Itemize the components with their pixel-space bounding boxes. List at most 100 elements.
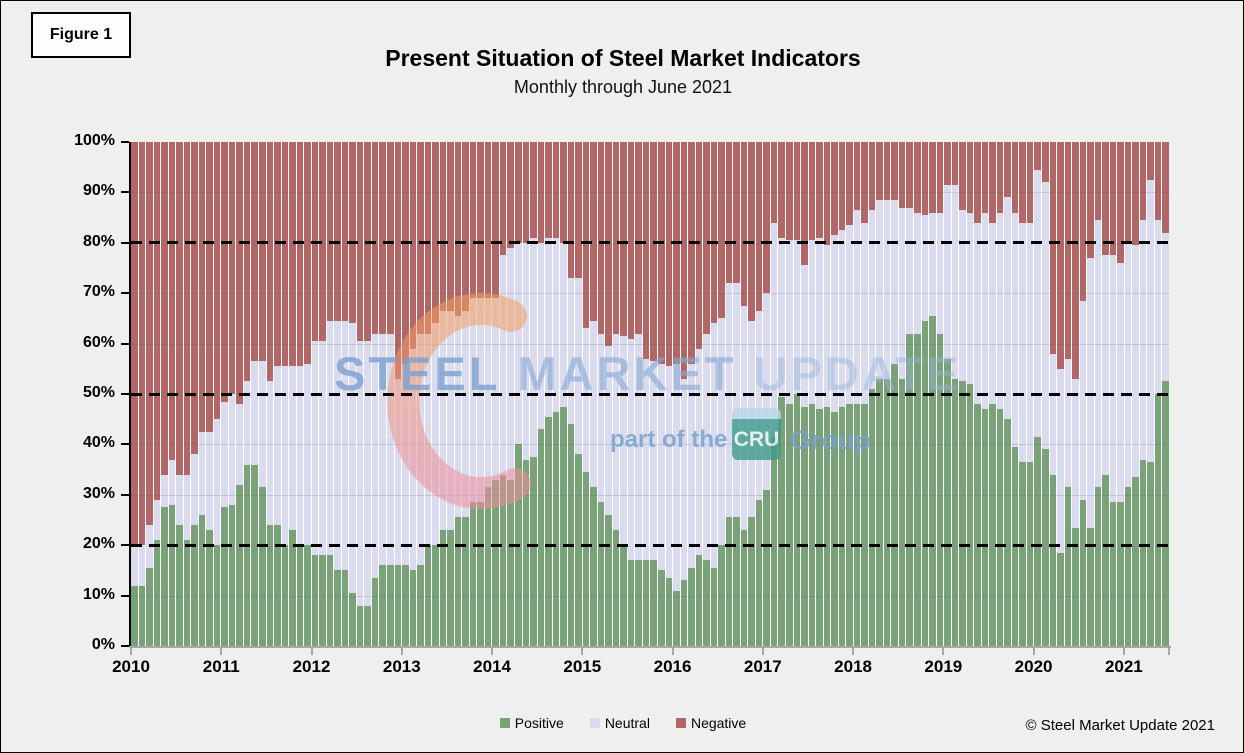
- segment-positive: [974, 404, 981, 646]
- segment-positive: [740, 530, 748, 646]
- segment-negative: [492, 142, 499, 299]
- segment-positive: [898, 378, 906, 646]
- segment-positive: [838, 406, 846, 646]
- segment-neutral: [891, 199, 898, 364]
- segment-neutral: [243, 381, 251, 465]
- segment-negative: [507, 142, 514, 248]
- month-bar: [1004, 142, 1011, 646]
- legend-item-positive: Positive: [499, 715, 564, 731]
- segment-neutral: [1004, 197, 1011, 420]
- segment-positive: [356, 605, 364, 646]
- month-bar: [304, 142, 311, 646]
- segment-positive: [718, 545, 725, 646]
- segment-positive: [635, 560, 642, 646]
- segment-neutral: [1102, 255, 1109, 475]
- segment-neutral: [590, 320, 597, 488]
- segment-positive: [755, 499, 763, 646]
- segment-negative: [469, 142, 477, 299]
- segment-negative: [680, 142, 688, 379]
- segment-negative: [936, 142, 944, 213]
- segment-positive: [530, 456, 537, 646]
- month-bar: [289, 142, 296, 646]
- segment-positive: [914, 333, 921, 646]
- segment-negative: [477, 142, 484, 299]
- segment-positive: [582, 472, 590, 646]
- x-tick: [491, 648, 494, 655]
- month-bar: [921, 142, 929, 646]
- month-bar: [274, 142, 281, 646]
- segment-neutral: [658, 363, 665, 571]
- segment-negative: [620, 142, 627, 337]
- month-bar: [228, 142, 236, 646]
- legend-swatch-negative: [675, 718, 686, 728]
- segment-negative: [725, 142, 733, 284]
- segment-positive: [936, 333, 944, 646]
- segment-neutral: [364, 341, 371, 606]
- y-tick: [121, 191, 129, 194]
- gridline-90: [131, 192, 1169, 194]
- month-bar: [597, 142, 605, 646]
- segment-neutral: [1042, 182, 1049, 450]
- x-tick: [581, 648, 584, 655]
- segment-neutral: [808, 240, 816, 405]
- segment-negative: [176, 142, 183, 475]
- segment-positive: [138, 585, 146, 646]
- segment-positive: [575, 454, 582, 646]
- segment-positive: [1094, 487, 1102, 646]
- x-axis-label-2017: 2017: [743, 657, 782, 676]
- month-bar: [974, 142, 981, 646]
- month-bar: [996, 142, 1004, 646]
- month-bar: [763, 142, 770, 646]
- segment-positive: [424, 545, 432, 646]
- segment-neutral: [914, 212, 921, 334]
- segment-positive: [853, 404, 861, 646]
- segment-neutral: [1026, 222, 1034, 463]
- segment-neutral: [1154, 220, 1162, 394]
- x-tick: [852, 648, 855, 655]
- plot-area: STEEL MARKET UPDATE part of the CRU Group: [131, 142, 1169, 646]
- segment-neutral: [530, 237, 537, 457]
- segment-positive: [801, 406, 808, 646]
- segment-negative: [914, 142, 921, 213]
- segment-negative: [243, 142, 251, 382]
- legend-item-neutral: Neutral: [589, 715, 650, 731]
- segment-positive: [1132, 477, 1139, 646]
- month-bar: [838, 142, 846, 646]
- segment-negative: [1162, 142, 1169, 233]
- month-bar: [213, 142, 221, 646]
- segment-neutral: [341, 320, 349, 571]
- segment-negative: [959, 142, 966, 211]
- legend-swatch-positive: [499, 718, 510, 728]
- segment-positive: [778, 396, 786, 646]
- segment-positive: [1064, 487, 1072, 646]
- month-bar: [612, 142, 620, 646]
- y-axis-label-100pct: 100%: [74, 132, 115, 149]
- segment-neutral: [251, 361, 258, 465]
- segment-positive: [748, 517, 755, 646]
- segment-positive: [545, 416, 552, 646]
- month-bar: [1102, 142, 1109, 646]
- segment-positive: [1087, 527, 1094, 646]
- segment-positive: [266, 525, 274, 646]
- segment-neutral: [304, 363, 311, 546]
- segment-neutral: [898, 207, 906, 379]
- segment-neutral: [861, 222, 868, 405]
- segment-negative: [763, 142, 770, 294]
- segment-neutral: [966, 212, 974, 384]
- segment-neutral: [823, 245, 831, 407]
- segment-positive: [386, 565, 394, 646]
- segment-neutral: [605, 346, 612, 515]
- segment-negative: [236, 142, 243, 405]
- segment-positive: [808, 404, 816, 646]
- segment-positive: [492, 479, 499, 646]
- month-bar: [379, 142, 386, 646]
- segment-negative: [786, 142, 793, 241]
- segment-positive: [921, 320, 929, 646]
- x-axis-label-2012: 2012: [292, 657, 331, 676]
- month-bar: [770, 142, 778, 646]
- x-axis-label-2010: 2010: [112, 657, 150, 676]
- segment-positive: [371, 577, 379, 646]
- segment-negative: [582, 142, 590, 329]
- x-tick: [130, 648, 132, 655]
- month-bar: [868, 142, 876, 646]
